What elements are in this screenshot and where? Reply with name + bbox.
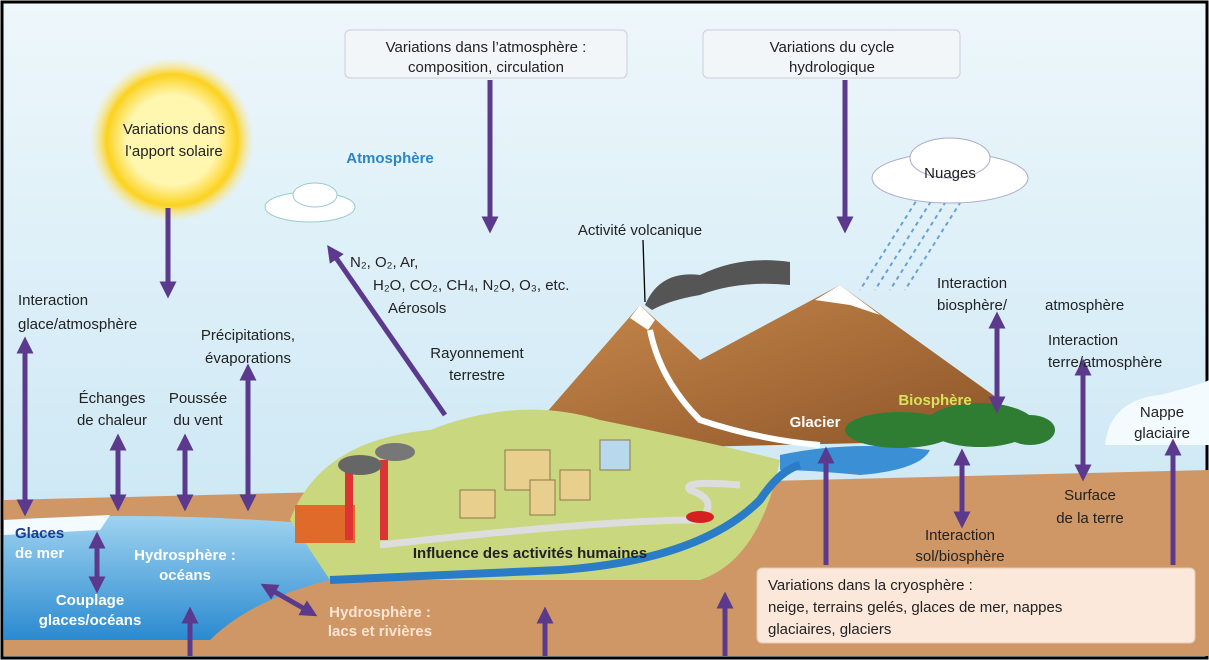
box-text: Variations du cycle (770, 39, 895, 56)
label: Couplage (56, 592, 124, 609)
label: Influence des activités humaines (413, 545, 647, 562)
label: glaces/océans (39, 612, 142, 629)
label: Hydrosphère : (329, 604, 431, 621)
sun-text: Variations dans (123, 121, 225, 138)
label: de chaleur (77, 412, 147, 429)
label: Interaction (925, 527, 995, 544)
label: Aérosols (388, 300, 446, 317)
label: glaciaire (1134, 425, 1190, 442)
label: Nappe (1140, 404, 1184, 421)
label: Poussée (169, 390, 227, 407)
box-text: glaciaires, glaciers (768, 621, 891, 638)
label: de mer (15, 545, 64, 562)
sun-text: l’apport solaire (125, 143, 223, 160)
label: Interaction (1048, 332, 1118, 349)
label: Glacier (790, 414, 841, 431)
label: H₂O, CO₂, CH₄, N₂O, O₃, etc. (373, 277, 569, 294)
zone-label: Atmosphère (346, 150, 434, 167)
diagram: Variations dans l’atmosphère : compositi… (0, 0, 1209, 660)
car (686, 511, 714, 523)
label: biosphère/ (937, 297, 1008, 314)
label: atmosphère (1045, 297, 1124, 314)
label: de la terre (1056, 510, 1124, 527)
label: Glaces (15, 525, 64, 542)
label: glace/atmosphère (18, 316, 137, 333)
label: terrestre (449, 367, 505, 384)
sun (90, 58, 254, 222)
label: océans (159, 567, 211, 584)
box-text: neige, terrains gelés, glaces de mer, na… (768, 599, 1062, 616)
label: Surface (1064, 487, 1116, 504)
label: sol/biosphère (915, 548, 1004, 565)
label: Hydrosphère : (134, 547, 236, 564)
label: Interaction (18, 292, 88, 309)
box-text: Variations dans l’atmosphère : (386, 39, 587, 56)
label: Biosphère (898, 392, 971, 409)
label: Nuages (924, 165, 976, 182)
label: Interaction (937, 275, 1007, 292)
label: Rayonnement (430, 345, 524, 362)
label: Activité volcanique (578, 222, 702, 239)
label: lacs et rivières (328, 623, 432, 640)
label: Échanges (79, 390, 146, 407)
label: évaporations (205, 350, 291, 367)
label: du vent (173, 412, 223, 429)
box-text: Variations dans la cryosphère : (768, 577, 973, 594)
label: N₂, O₂, Ar, (350, 254, 418, 271)
label: terre/atmosphère (1048, 354, 1162, 371)
label: Précipitations, (201, 327, 295, 344)
box-text: hydrologique (789, 59, 875, 76)
box-text: composition, circulation (408, 59, 564, 76)
